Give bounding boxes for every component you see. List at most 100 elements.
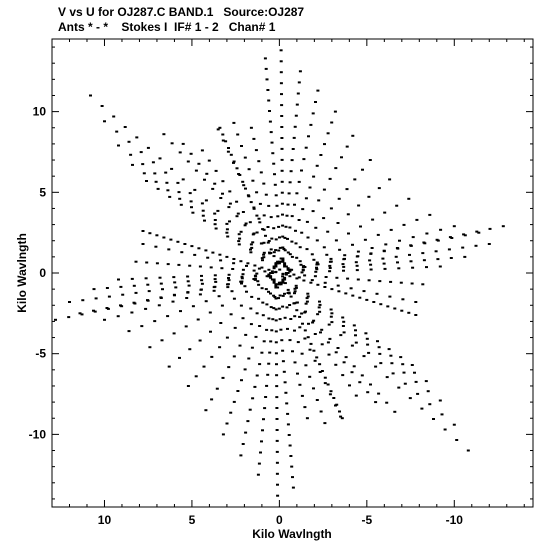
uv-point bbox=[186, 385, 190, 387]
uv-point bbox=[165, 181, 169, 184]
uv-point bbox=[239, 230, 243, 233]
uv-point bbox=[307, 135, 310, 138]
uv-point bbox=[262, 241, 266, 244]
uv-point bbox=[415, 218, 419, 221]
uv-point bbox=[360, 374, 364, 377]
uv-point bbox=[281, 246, 285, 249]
chart-subtitle: Ants * - * Stokes I IF# 1 - 2 Chan# 1 bbox=[58, 20, 276, 34]
uv-point bbox=[92, 288, 96, 291]
uv-point bbox=[355, 264, 359, 267]
uv-point bbox=[400, 309, 404, 312]
uv-point bbox=[200, 274, 203, 277]
uv-point bbox=[303, 329, 307, 332]
uv-point bbox=[121, 293, 125, 296]
uv-point bbox=[198, 265, 202, 268]
uv-point bbox=[216, 128, 220, 131]
uv-point bbox=[244, 333, 248, 336]
uv-point bbox=[272, 307, 276, 310]
uv-point bbox=[244, 187, 247, 190]
uv-point bbox=[78, 312, 82, 315]
uv-point bbox=[178, 197, 182, 200]
uv-point bbox=[390, 362, 394, 365]
uv-point bbox=[303, 266, 307, 268]
uv-point bbox=[367, 351, 371, 354]
uv-point bbox=[408, 397, 412, 400]
uv-point bbox=[461, 246, 465, 249]
uv-point bbox=[107, 295, 111, 298]
uv-point bbox=[416, 392, 420, 395]
uv-point bbox=[260, 287, 264, 290]
uv-point bbox=[312, 175, 316, 178]
uv-point bbox=[296, 341, 300, 344]
uv-point bbox=[300, 312, 304, 315]
uv-point bbox=[158, 157, 162, 160]
uv-point bbox=[298, 383, 302, 386]
x-tick-label-4: -10 bbox=[446, 513, 464, 527]
uv-point bbox=[379, 303, 383, 306]
uv-point bbox=[187, 284, 191, 287]
uv-point bbox=[414, 314, 418, 316]
uv-point bbox=[204, 199, 208, 202]
uv-point bbox=[420, 407, 424, 410]
uv-point bbox=[236, 390, 240, 392]
uv-point bbox=[252, 207, 256, 210]
uv-point bbox=[227, 277, 230, 279]
x-axis-label: Kilo Wavlngth bbox=[252, 527, 332, 541]
uv-point bbox=[452, 225, 456, 228]
uv-point bbox=[251, 397, 255, 400]
uv-point bbox=[244, 431, 248, 434]
uv-point bbox=[146, 299, 150, 302]
uv-point bbox=[308, 375, 312, 378]
uv-point bbox=[278, 236, 281, 239]
uv-point bbox=[277, 297, 280, 300]
uv-point bbox=[284, 273, 288, 276]
uv-point bbox=[302, 279, 306, 282]
uv-point bbox=[236, 212, 240, 215]
uv-point bbox=[275, 396, 279, 399]
uv-point bbox=[242, 184, 246, 187]
uv-point bbox=[67, 316, 71, 319]
uv-point bbox=[279, 82, 283, 85]
uv-point bbox=[213, 223, 217, 226]
uv-point bbox=[362, 355, 366, 358]
uv-point bbox=[255, 312, 259, 315]
uv-point bbox=[158, 276, 162, 279]
uv-point bbox=[241, 273, 245, 276]
uv-point bbox=[274, 319, 278, 322]
uv-point bbox=[263, 57, 267, 60]
uv-point bbox=[286, 237, 289, 240]
uv-point bbox=[375, 292, 379, 295]
uv-point bbox=[421, 252, 425, 255]
uv-point bbox=[340, 417, 344, 420]
uv-point bbox=[279, 257, 283, 260]
uv-point bbox=[428, 213, 432, 216]
uv-point bbox=[259, 451, 262, 454]
uv-point bbox=[280, 137, 284, 139]
uv-point bbox=[276, 283, 280, 286]
uv-point bbox=[281, 259, 285, 262]
uv-point bbox=[288, 268, 292, 271]
uv-point bbox=[262, 418, 265, 421]
uv-point bbox=[186, 275, 190, 278]
uv-point bbox=[198, 339, 202, 342]
uv-point bbox=[439, 228, 443, 231]
uv-point bbox=[274, 286, 278, 289]
uv-point bbox=[279, 283, 283, 286]
uv-point bbox=[204, 249, 208, 252]
uv-point bbox=[435, 238, 439, 241]
uv-point bbox=[313, 275, 317, 278]
uv-point bbox=[264, 193, 268, 196]
uv-point bbox=[262, 251, 266, 254]
uv-point bbox=[336, 222, 340, 224]
uv-point bbox=[374, 365, 378, 368]
uv-point bbox=[277, 281, 281, 284]
uv-point bbox=[274, 238, 278, 241]
uv-point bbox=[376, 340, 379, 343]
uv-point bbox=[268, 120, 272, 123]
uv-point bbox=[188, 192, 192, 195]
uv-point bbox=[326, 383, 330, 386]
uv-point bbox=[330, 312, 334, 315]
uv-point bbox=[289, 455, 293, 457]
uv-point bbox=[410, 364, 414, 366]
uv-point bbox=[285, 214, 289, 217]
